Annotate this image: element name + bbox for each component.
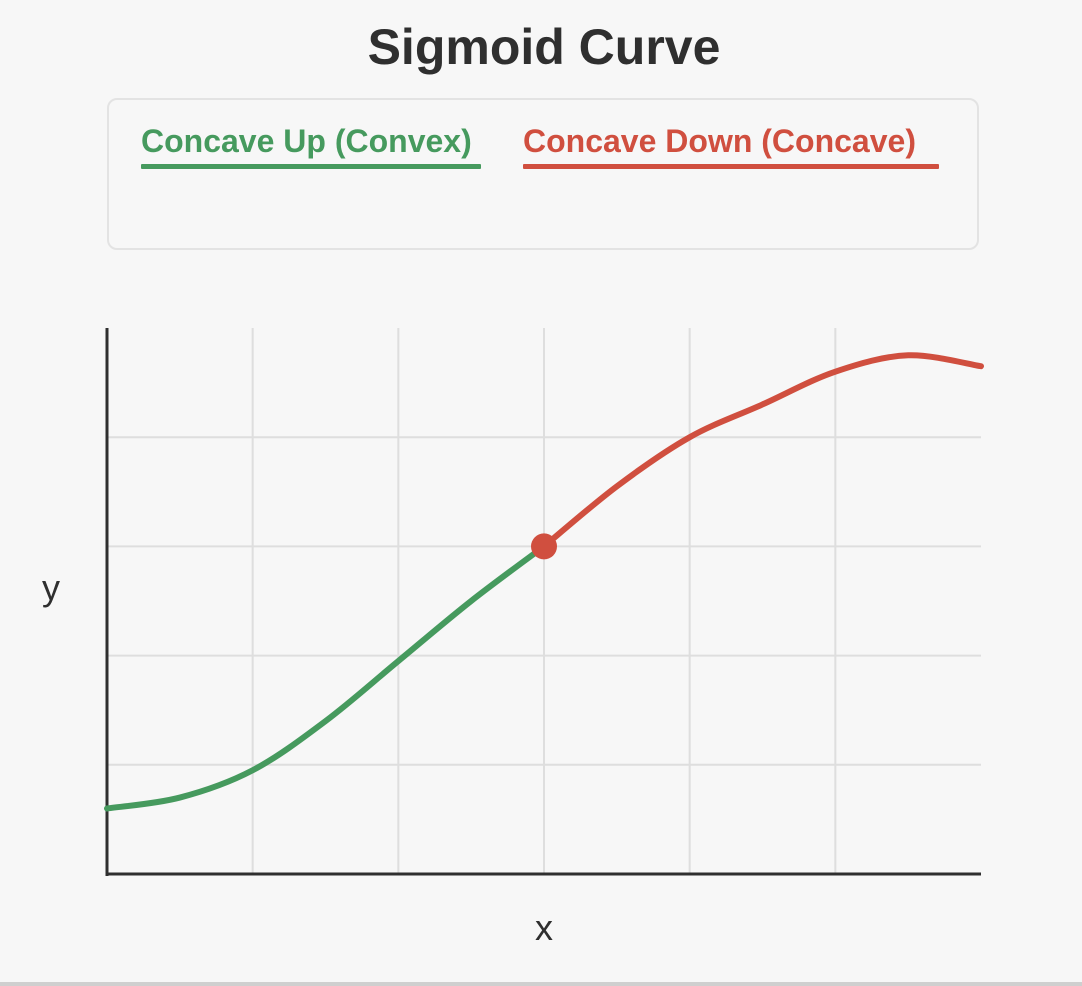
series-layer xyxy=(104,352,984,812)
legend-label-convex: Concave Up (Convex) xyxy=(141,123,472,159)
y-axis-title: y xyxy=(42,567,60,608)
marker-layer xyxy=(531,533,557,560)
legend-swatch-convex xyxy=(141,164,481,169)
legend-item-convex[interactable]: Concave Up (Convex) xyxy=(141,122,481,169)
x-axis-title: x xyxy=(535,907,553,948)
legend-item-concave[interactable]: Concave Down (Concave) xyxy=(523,122,939,169)
inflection-point-marker xyxy=(531,533,557,560)
series-line-convex xyxy=(104,543,547,812)
legend-swatch-concave xyxy=(523,164,939,169)
axes xyxy=(105,328,981,876)
series-line-concave xyxy=(541,352,984,550)
legend: Concave Up (Convex) Concave Down (Concav… xyxy=(107,98,979,250)
bottom-divider xyxy=(0,982,1082,986)
grid xyxy=(107,328,981,874)
legend-label-concave: Concave Down (Concave) xyxy=(523,123,916,159)
chart-title: Sigmoid Curve xyxy=(367,19,721,75)
